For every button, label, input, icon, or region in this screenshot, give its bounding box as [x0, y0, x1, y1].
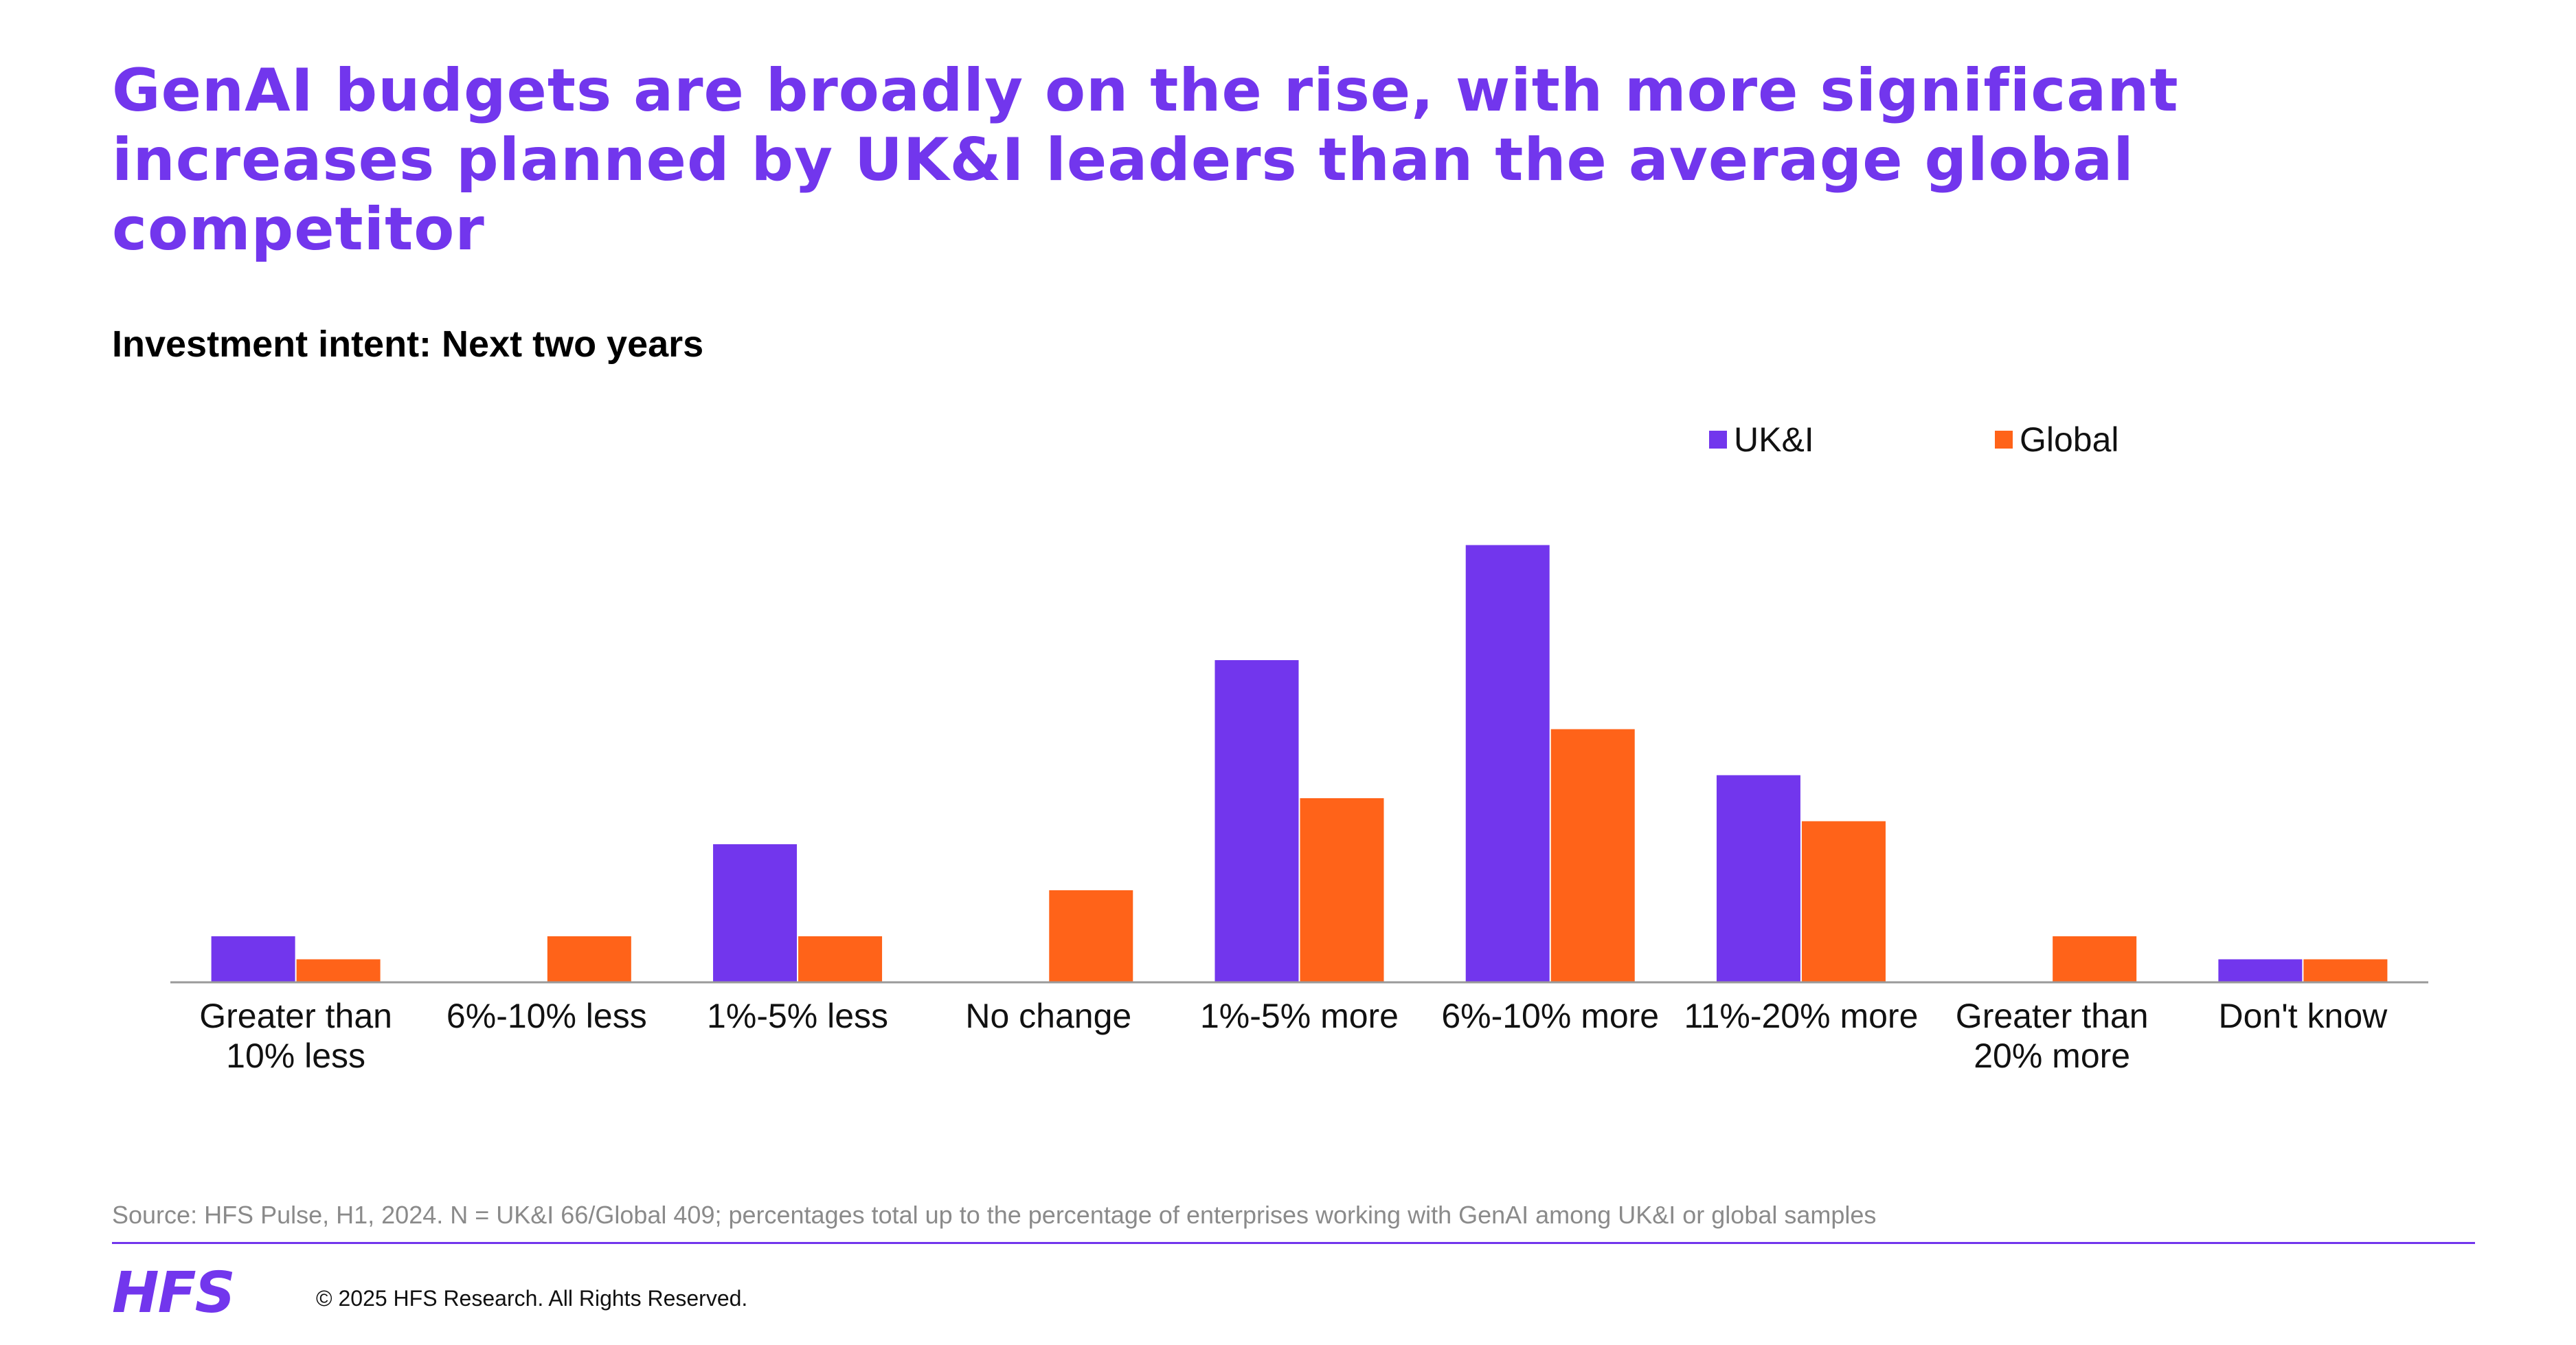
chart-bars — [211, 545, 2388, 982]
bar-uki-0 — [211, 936, 295, 982]
bar-global-0 — [296, 959, 381, 982]
bar-uki-6 — [1716, 775, 1800, 982]
copyright-text: © 2025 HFS Research. All Rights Reserved… — [316, 1286, 748, 1311]
x-tick-label-6: 11%-20% more — [1684, 997, 1918, 1035]
x-tick-label-4: 1%-5% more — [1200, 997, 1399, 1035]
legend-label-global: Global — [2020, 420, 2119, 459]
x-tick-label-7: Greater than 20% more — [1956, 997, 2149, 1075]
bar-uki-4 — [1214, 660, 1299, 982]
bar-global-8 — [2303, 959, 2388, 982]
x-tick-label-5: 6%-10% more — [1441, 997, 1659, 1035]
x-tick-label-line: 20% more — [1974, 1037, 2130, 1075]
x-tick-label-line: 6%-10% more — [1441, 997, 1659, 1035]
x-tick-label-8: Don't know — [2218, 997, 2388, 1035]
bar-global-5 — [1550, 729, 1635, 982]
hfs-logo: HFS — [112, 1261, 236, 1326]
footer-divider — [112, 1242, 2475, 1244]
x-tick-label-3: No change — [965, 997, 1131, 1035]
bar-global-3 — [1049, 890, 1133, 982]
x-tick-label-line: 6%-10% less — [447, 997, 647, 1035]
x-tick-label-line: 1%-5% less — [707, 997, 888, 1035]
bar-uki-2 — [713, 844, 798, 982]
x-tick-label-line: No change — [965, 997, 1131, 1035]
bar-uki-8 — [2218, 959, 2303, 982]
x-tick-label-0: Greater than 10% less — [199, 997, 392, 1075]
legend-swatch-uki — [1709, 431, 1727, 449]
x-tick-label-line: 10% less — [226, 1037, 365, 1075]
bar-global-7 — [2053, 936, 2137, 982]
source-note: Source: HFS Pulse, H1, 2024. N = UK&I 66… — [112, 1201, 1877, 1229]
x-tick-label-line: 11%-20% more — [1684, 997, 1918, 1035]
x-tick-label-line: Greater than — [199, 997, 392, 1035]
x-tick-label-line: Don't know — [2218, 997, 2388, 1035]
legend-swatch-global — [1995, 431, 2013, 449]
x-tick-label-1: 6%-10% less — [447, 997, 647, 1035]
bar-global-1 — [547, 936, 631, 982]
chart-subtitle: Investment intent: Next two years — [112, 324, 704, 365]
bar-global-2 — [798, 936, 883, 982]
legend-label-uki: UK&I — [1734, 420, 1814, 459]
bar-global-4 — [1300, 798, 1384, 982]
x-tick-label-line: 1%-5% more — [1200, 997, 1399, 1035]
bar-uki-5 — [1465, 545, 1550, 982]
page-title: GenAI budgets are broadly on the rise, w… — [112, 56, 2179, 264]
x-tick-label-2: 1%-5% less — [707, 997, 888, 1035]
bar-global-6 — [1801, 821, 1886, 982]
x-tick-label-line: Greater than — [1956, 997, 2149, 1035]
chart-legend: UK&I Global — [1709, 420, 2119, 459]
